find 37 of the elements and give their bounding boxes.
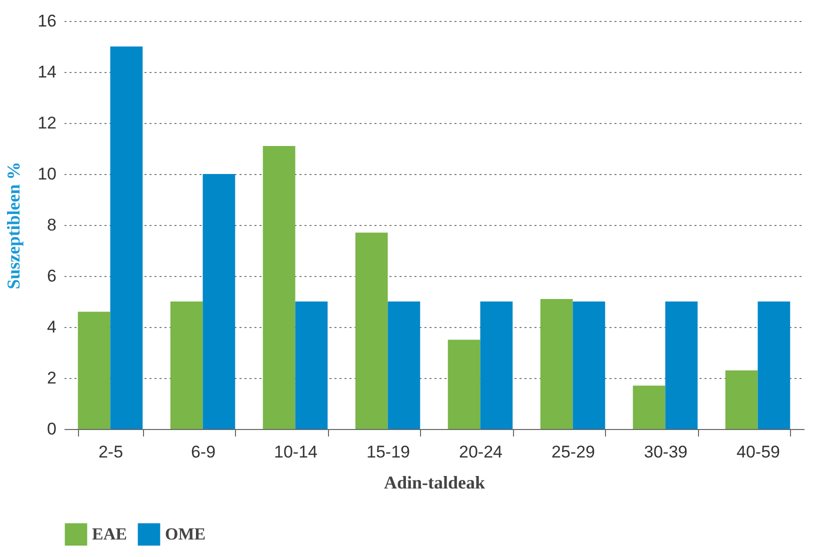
bar: [170, 302, 203, 429]
y-tick-label: 4: [47, 318, 56, 336]
x-tick-label: 30-39: [644, 442, 688, 462]
bar: [448, 340, 480, 429]
x-tick-label: 40-59: [736, 442, 780, 462]
x-axis-title: Adin-taldeak: [384, 472, 486, 492]
x-tick-label: 2-5: [98, 442, 124, 462]
bar: [572, 302, 606, 429]
bar: [202, 174, 236, 429]
bar: [758, 302, 790, 429]
legend-label: EAE: [92, 524, 127, 544]
y-tick-label: 14: [38, 62, 56, 82]
y-tick-label: 8: [47, 216, 56, 234]
y-tick-label: 0: [47, 420, 56, 438]
bar: [480, 302, 513, 429]
x-tick-label: 10-14: [274, 442, 318, 462]
x-tick-label: 20-24: [459, 442, 502, 462]
y-tick-label: 12: [38, 114, 56, 132]
bar: [665, 302, 698, 429]
y-tick-label: 2: [47, 368, 56, 388]
bar: [78, 312, 110, 429]
y-tick-label: 10: [38, 164, 56, 184]
bar: [110, 46, 143, 429]
legend-label: OME: [165, 524, 206, 544]
y-tick-label: 6: [47, 266, 56, 286]
y-axis-title: Suszeptibleen %: [4, 162, 24, 290]
bar: [388, 302, 420, 429]
bar: [355, 232, 388, 429]
bar: [540, 298, 573, 429]
bar: [262, 146, 296, 429]
y-tick-label: 16: [38, 12, 56, 30]
bar: [632, 386, 666, 429]
x-tick-label: 25-29: [552, 442, 595, 462]
bar: [295, 302, 328, 429]
x-tick-label: 6-9: [190, 442, 216, 462]
x-tick-label: 15-19: [366, 442, 410, 462]
bar: [725, 370, 758, 429]
